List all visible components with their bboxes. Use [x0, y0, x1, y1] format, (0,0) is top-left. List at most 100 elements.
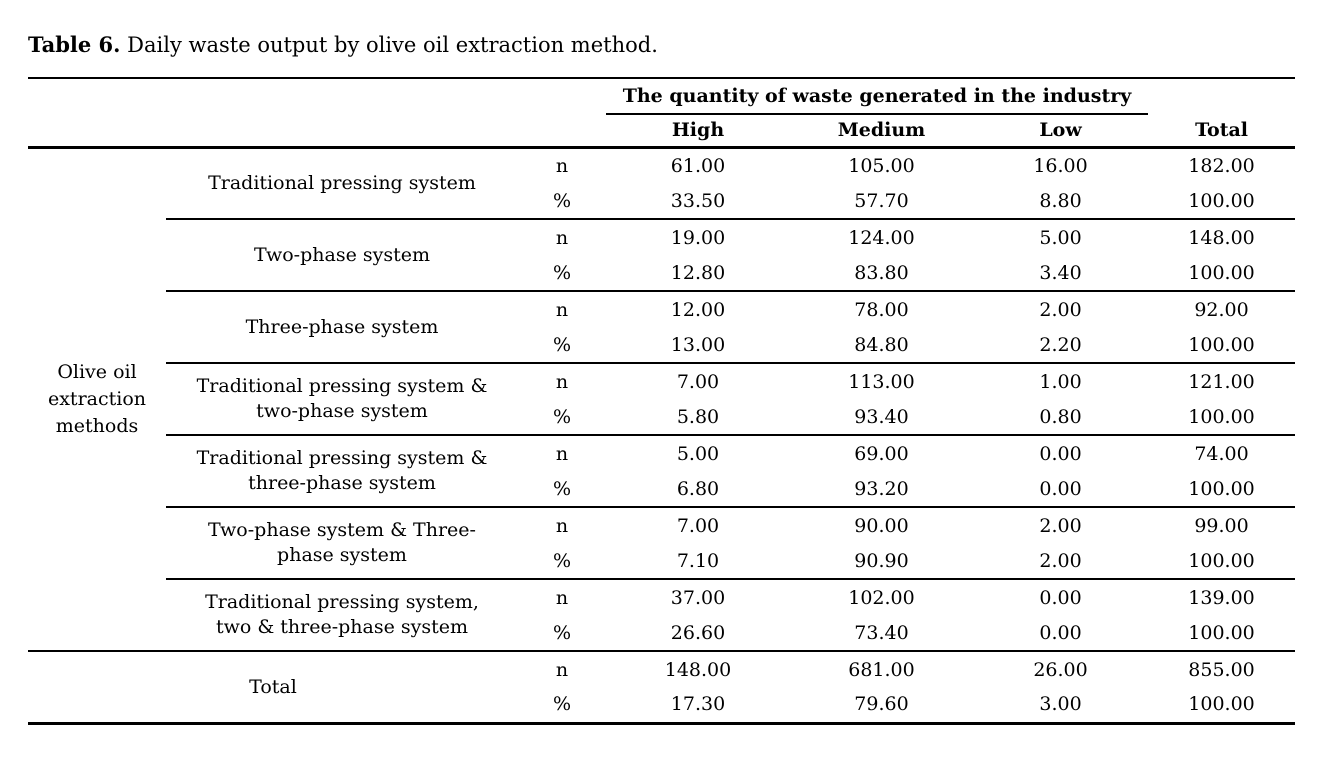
table-caption: Table 6. Daily waste output by olive oil…: [28, 32, 1295, 58]
cell-value: 100.00: [1148, 399, 1296, 436]
cell-value: 2.00: [973, 543, 1149, 580]
table-row: % 33.50 57.70 8.80 100.00: [28, 183, 1296, 220]
cell-value: 681.00: [848, 658, 915, 681]
table-row: Traditional pressing system & two-phase …: [28, 363, 1295, 436]
cell-value: 69.00: [854, 442, 909, 465]
stat-label: n: [555, 226, 569, 249]
cell-value: 100.00: [1148, 615, 1296, 652]
cell-value: 26.60: [606, 615, 790, 652]
method-label-line: Two-phase system: [253, 243, 430, 266]
table-row: Traditional pressing system & three-phas…: [28, 435, 1295, 508]
cell-value: 74.00: [1194, 442, 1249, 465]
cell-value: 1.00: [1039, 370, 1082, 393]
table-row: % 12.80 83.80 3.40 100.00: [28, 255, 1296, 292]
method-label-line: two & three-phase system: [215, 616, 469, 638]
cell-value: 33.50: [606, 183, 790, 220]
spanner-right-blank: [1148, 78, 1295, 114]
method-label-line: two-phase system: [256, 400, 428, 422]
cell-value: 100.00: [1148, 471, 1296, 508]
cell-value: 148.00: [664, 658, 732, 681]
table-row: Three-phase system n 12.00 78.00 2.00 92…: [28, 291, 1295, 364]
stat-label: n: [555, 370, 569, 393]
cell-value: 148.00: [1188, 226, 1255, 249]
cell-value: 0.00: [973, 471, 1149, 508]
stat-label: n: [555, 442, 569, 465]
stat-label: %: [518, 543, 606, 580]
cell-value: 0.80: [973, 399, 1149, 436]
stat-label: %: [518, 255, 606, 292]
cell-value: 92.00: [1194, 298, 1249, 321]
col-header-high: High: [606, 114, 790, 149]
cell-value: 90.90: [790, 543, 973, 580]
cell-value: 7.00: [676, 514, 720, 537]
table-caption-label: Table 6.: [28, 32, 121, 57]
row-group-label-line: extraction: [47, 387, 147, 410]
cell-value: 93.20: [790, 471, 973, 508]
col-header-medium: Medium: [790, 114, 973, 149]
cell-value: 17.30: [606, 687, 790, 725]
cell-value: 12.00: [670, 298, 726, 321]
cell-value: 2.20: [973, 327, 1149, 364]
stat-label: %: [518, 399, 606, 436]
spanner-left-blank: [28, 78, 606, 114]
table-row-total: Total n 148.00 681.00 26.00 855.00: [28, 651, 1295, 725]
cell-value: 121.00: [1188, 370, 1255, 393]
cell-value: 61.00: [670, 154, 726, 177]
cell-value: 100.00: [1148, 183, 1296, 220]
table-row: % 5.80 93.40 0.80 100.00: [28, 399, 1296, 436]
col-header-total: Total: [1148, 114, 1296, 149]
cell-value: 26.00: [1033, 658, 1088, 681]
header-left-blank: [28, 114, 606, 149]
cell-value: 855.00: [1188, 658, 1255, 681]
cell-value: 124.00: [848, 226, 915, 249]
column-header-row: High Medium Low Total: [28, 114, 1296, 149]
cell-value: 93.40: [790, 399, 973, 436]
method-label: Traditional pressing system & three-phas…: [166, 435, 518, 508]
method-label: Three-phase system: [166, 291, 518, 364]
cell-value: 5.80: [606, 399, 790, 436]
method-label-line: three-phase system: [248, 472, 436, 494]
table-row: % 6.80 93.20 0.00 100.00: [28, 471, 1296, 508]
cell-value: 139.00: [1188, 586, 1255, 609]
method-label: Two-phase system: [166, 219, 518, 292]
data-table: The quantity of waste generated in the i…: [28, 77, 1296, 725]
table-caption-text: Daily waste output by olive oil extracti…: [127, 33, 658, 57]
cell-value: 0.00: [973, 615, 1149, 652]
cell-value: 0.00: [1039, 586, 1082, 609]
cell-value: 2.00: [1039, 514, 1082, 537]
stat-label: n: [555, 586, 569, 609]
stat-label: %: [518, 615, 606, 652]
stat-label: %: [518, 687, 606, 725]
table-row: Traditional pressing system, two & three…: [28, 579, 1295, 652]
method-label-line: Traditional pressing system &: [196, 447, 488, 469]
cell-value: 37.00: [670, 586, 726, 609]
table-row: % 26.60 73.40 0.00 100.00: [28, 615, 1296, 652]
cell-value: 73.40: [790, 615, 973, 652]
table-row: % 13.00 84.80 2.20 100.00: [28, 327, 1296, 364]
stat-label: %: [518, 183, 606, 220]
cell-value: 79.60: [790, 687, 973, 725]
cell-value: 6.80: [606, 471, 790, 508]
table-row: Two-phase system n 19.00 124.00 5.00 148…: [28, 219, 1295, 292]
stat-label: n: [555, 658, 569, 681]
cell-value: 13.00: [606, 327, 790, 364]
cell-value: 3.40: [973, 255, 1149, 292]
cell-value: 100.00: [1148, 255, 1296, 292]
cell-value: 57.70: [790, 183, 973, 220]
cell-value: 105.00: [848, 154, 915, 177]
stat-label: %: [518, 471, 606, 508]
total-row-label: Total: [28, 651, 518, 725]
cell-value: 99.00: [1194, 514, 1249, 537]
cell-value: 5.00: [1039, 226, 1082, 249]
table-row-total: % 17.30 79.60 3.00 100.00: [28, 687, 1296, 725]
table-row: Olive oil extraction methods Traditional…: [28, 147, 1295, 652]
cell-value: 19.00: [670, 226, 726, 249]
cell-value: 83.80: [790, 255, 973, 292]
cell-value: 16.00: [1033, 154, 1088, 177]
method-label: Two-phase system & Three- phase system: [166, 507, 518, 580]
method-label-line: Traditional pressing system &: [196, 375, 488, 397]
table-row: % 7.10 90.90 2.00 100.00: [28, 543, 1296, 580]
col-header-low: Low: [973, 114, 1149, 149]
cell-value: 100.00: [1148, 327, 1296, 364]
